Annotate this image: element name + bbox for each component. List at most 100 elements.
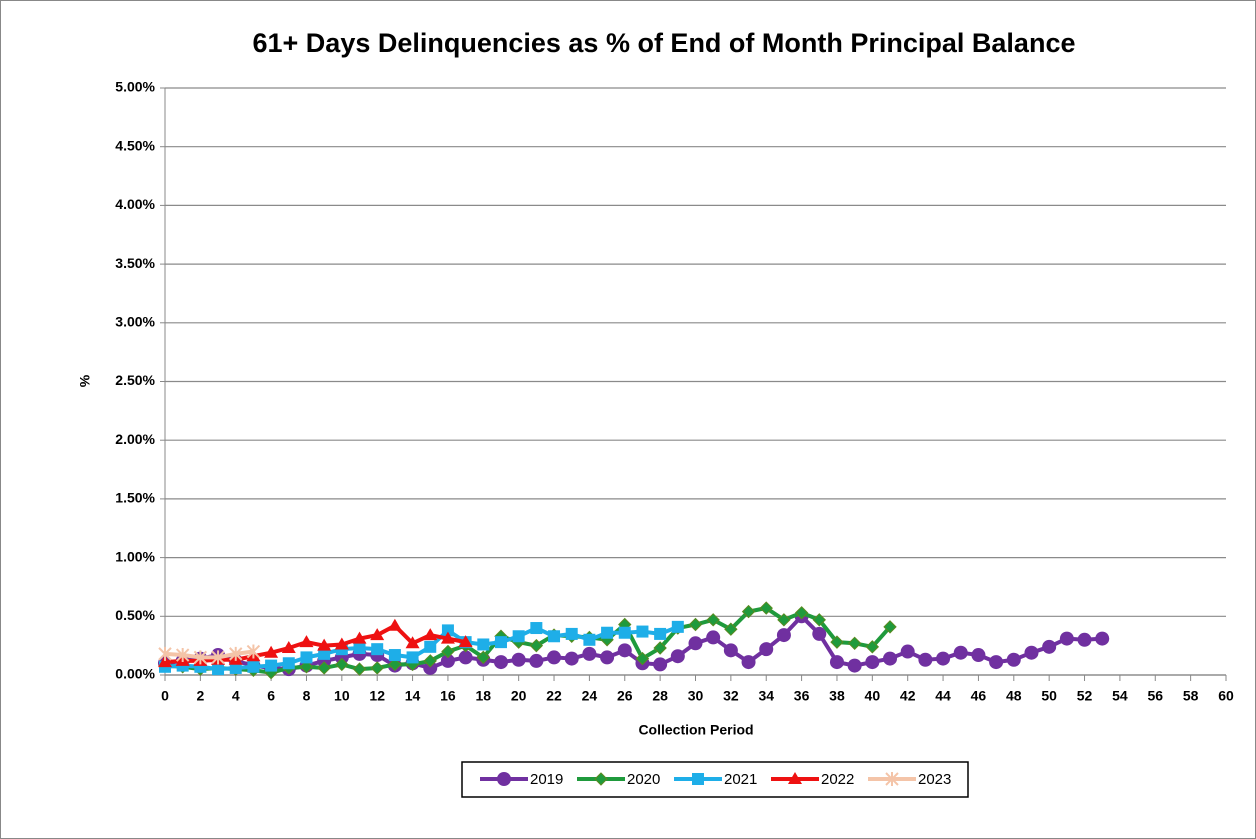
marker [229, 646, 243, 661]
marker [281, 640, 296, 653]
marker [370, 661, 384, 675]
y-tick-label: 3.50% [115, 255, 155, 271]
x-tick-label: 4 [232, 688, 240, 704]
marker [670, 649, 685, 664]
marker [424, 640, 437, 653]
marker [741, 604, 756, 619]
marker [423, 654, 437, 668]
marker [564, 651, 579, 666]
marker [671, 620, 684, 633]
marker [1006, 652, 1021, 667]
marker [582, 646, 597, 661]
marker [440, 631, 455, 644]
x-axis-label: Collection Period [638, 722, 753, 738]
marker [812, 613, 826, 627]
marker [299, 660, 314, 674]
marker [847, 658, 862, 673]
x-tick-label: 56 [1147, 688, 1163, 704]
marker [193, 650, 208, 665]
marker [600, 650, 615, 665]
marker [299, 635, 314, 648]
x-tick-label: 2 [196, 688, 204, 704]
marker [511, 652, 526, 667]
marker [246, 644, 261, 659]
marker [158, 646, 172, 661]
marker [1024, 645, 1039, 660]
marker [1095, 631, 1110, 646]
legend-label: 2019 [530, 771, 563, 788]
y-tick-label: 2.00% [115, 431, 155, 447]
y-tick-label: 1.00% [115, 548, 155, 564]
x-tick-label: 16 [440, 688, 456, 704]
marker [636, 625, 649, 638]
marker [883, 620, 897, 634]
x-tick-label: 22 [546, 688, 562, 704]
x-tick-label: 10 [334, 688, 350, 704]
marker [635, 651, 650, 666]
marker [388, 649, 401, 662]
marker [229, 661, 242, 674]
x-tick-label: 28 [652, 688, 668, 704]
legend-marker [594, 772, 608, 786]
x-tick-label: 52 [1077, 688, 1093, 704]
marker [529, 638, 544, 653]
legend-label: 2021 [724, 771, 757, 788]
legend-marker [885, 772, 899, 786]
marker [440, 653, 455, 668]
y-tick-label: 5.00% [115, 79, 155, 95]
y-axis-label: % [77, 374, 93, 387]
marker [971, 648, 986, 663]
marker [406, 651, 419, 664]
marker [458, 635, 473, 648]
marker [317, 661, 331, 675]
marker [794, 606, 809, 620]
marker [441, 644, 455, 659]
marker [353, 641, 366, 654]
x-tick-label: 18 [476, 688, 492, 704]
marker [530, 622, 543, 635]
marker [458, 650, 473, 665]
marker [989, 655, 1004, 670]
legend-label: 2022 [821, 771, 854, 788]
marker [211, 650, 225, 665]
marker [565, 627, 578, 640]
x-tick-label: 34 [758, 688, 774, 704]
marker [653, 641, 667, 655]
x-tick-label: 32 [723, 688, 739, 704]
marker [706, 630, 721, 645]
marker [829, 655, 844, 670]
marker [812, 626, 827, 641]
marker [1042, 639, 1057, 654]
marker [601, 626, 614, 639]
marker [476, 650, 491, 665]
marker [847, 636, 862, 651]
marker [529, 653, 544, 668]
marker [1077, 632, 1092, 647]
marker [583, 633, 596, 646]
legend-marker [788, 772, 802, 784]
marker [617, 643, 632, 658]
x-tick-label: 44 [935, 688, 951, 704]
x-tick-label: 40 [865, 688, 881, 704]
marker [759, 601, 773, 615]
marker [494, 636, 507, 649]
marker [1059, 631, 1074, 646]
marker [334, 637, 349, 650]
x-tick-label: 0 [161, 688, 169, 704]
x-tick-label: 60 [1218, 688, 1234, 704]
marker [776, 628, 791, 643]
marker [723, 643, 738, 658]
marker [388, 657, 402, 672]
series-line [164, 649, 254, 660]
marker [654, 627, 667, 640]
marker [318, 647, 331, 660]
marker [370, 628, 385, 641]
marker [265, 659, 278, 672]
marker [830, 635, 844, 649]
marker [936, 651, 951, 666]
marker [724, 622, 738, 636]
marker [423, 628, 438, 641]
y-tick-label: 1.50% [115, 490, 155, 506]
x-tick-label: 54 [1112, 688, 1128, 704]
